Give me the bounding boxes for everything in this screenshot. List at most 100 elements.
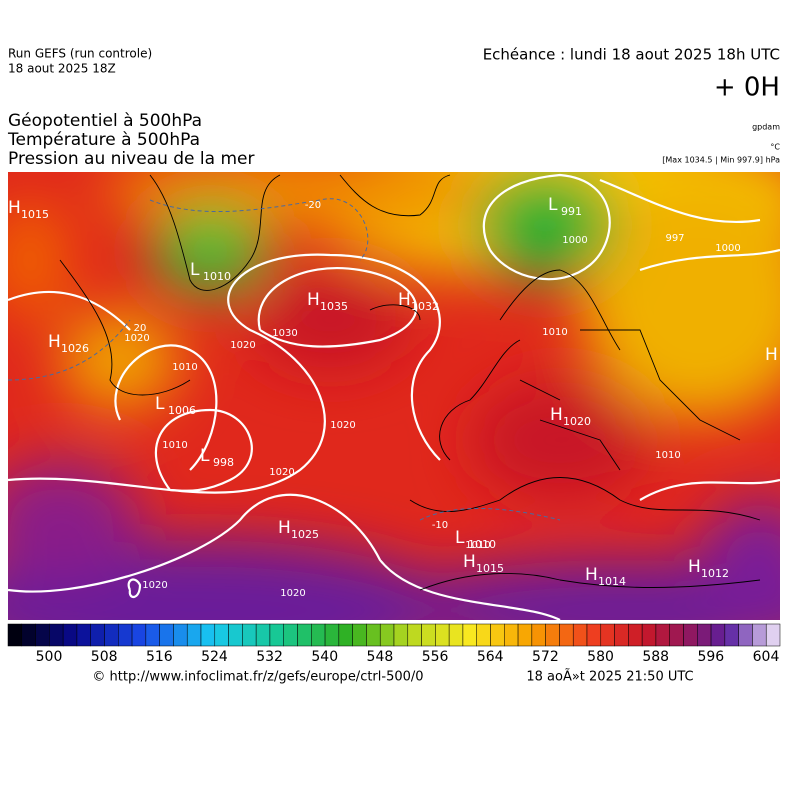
colorbar-tick-label: 564 <box>477 649 504 665</box>
pressure-value: 1010 <box>203 270 231 283</box>
pressure-value: 1025 <box>291 528 319 541</box>
colorbar-cell <box>448 623 464 647</box>
colorbar-cell <box>531 623 546 647</box>
contour-label: 1020 <box>124 333 149 344</box>
colorbar-cell <box>297 623 312 647</box>
colorbar-tick-label: 556 <box>422 649 449 665</box>
colorbar-cell <box>697 623 712 647</box>
pressure-letter: H <box>550 405 563 425</box>
colorbar-cell <box>545 623 560 647</box>
pressure-value: 1015 <box>21 208 49 221</box>
contour-label: 997 <box>665 233 684 244</box>
colorbar-cell <box>228 623 243 647</box>
field-title: Géopotentiel à 500hPa <box>8 111 202 131</box>
pressure-value: 1010 <box>468 538 496 551</box>
colorbar-cell <box>393 623 409 647</box>
contour-label: 1010 <box>542 327 567 338</box>
field-title: Pression au niveau de la mer <box>8 149 254 169</box>
colorbar-tick-label: 572 <box>532 649 559 665</box>
colorbar-cell <box>352 623 367 647</box>
colorbar-cell <box>338 623 353 647</box>
pressure-value: 1035 <box>320 300 348 313</box>
pressure-letter: L <box>200 446 210 466</box>
colorbar-cell <box>311 623 326 647</box>
colorbar-cell <box>200 623 216 647</box>
pressure-letter: L <box>155 394 165 414</box>
colorbar-cell <box>159 623 174 647</box>
colorbar-cell <box>186 623 202 647</box>
colorbar-cell <box>683 623 698 647</box>
timestamp: 18 aoÃ»t 2025 21:50 UTC <box>526 669 693 685</box>
contour-label: 1020 <box>269 467 294 478</box>
valid-time: Echéance : lundi 18 aout 2025 18h UTC <box>483 46 780 64</box>
colorbar-cell <box>173 623 188 647</box>
contour-label: 1010 <box>162 440 187 451</box>
colorbar-tick-label: 516 <box>146 649 173 665</box>
coastlines <box>59 174 761 591</box>
colorbar-tick-label: 596 <box>697 649 724 665</box>
colorbar-tick-label: 604 <box>753 649 780 665</box>
contour-label: 1020 <box>280 588 305 599</box>
colorbar-tick-label: 508 <box>91 649 118 665</box>
pressure-letter: L <box>190 260 200 280</box>
contour-label: 1020 <box>330 420 355 431</box>
source: © http://www.infoclimat.fr/z/gefs/europe… <box>92 670 423 685</box>
run-name: Run GEFS (run controle) <box>8 47 152 61</box>
colorbar-cell <box>366 623 381 647</box>
colorbar-cell <box>255 623 271 647</box>
colorbar-cell <box>600 623 615 647</box>
pressure-letter: H <box>278 518 291 538</box>
contour-label: 1030 <box>272 328 297 339</box>
colorbar-cell <box>131 623 147 647</box>
pressure-letter: H <box>463 552 476 572</box>
lead-time: + 0H <box>714 73 780 103</box>
colorbar-cell <box>269 623 284 647</box>
colorbar-cell <box>421 623 436 647</box>
colorbar-cell <box>76 623 91 647</box>
pressure-letter: H <box>398 290 411 310</box>
colorbar-cell <box>655 623 670 647</box>
contour-label: 1020 <box>142 580 167 591</box>
colorbar-cell <box>586 623 602 647</box>
colorbar-cell <box>35 623 50 647</box>
colorbar-cell <box>435 623 450 647</box>
colorbar-cell <box>738 623 753 647</box>
pressure-letter: L <box>548 195 558 215</box>
colorbar-cell <box>214 623 229 647</box>
contour-label: -20 <box>305 200 321 211</box>
unit: gpdam <box>752 123 780 132</box>
pressure-letter: H <box>307 290 320 310</box>
isobars <box>8 173 780 620</box>
colorbar-tick-label: 540 <box>311 649 338 665</box>
colorbar-cell <box>765 623 781 647</box>
colorbar-cell <box>90 623 105 647</box>
colorbar-tick-label: 500 <box>36 649 63 665</box>
colorbar-cell <box>118 623 133 647</box>
contour-label: 1010 <box>655 450 680 461</box>
colorbar-cell <box>490 623 505 647</box>
colorbar-cell <box>21 623 36 647</box>
pressure-letter: L <box>455 528 465 548</box>
pressure-letter: H <box>48 332 61 352</box>
colorbar-cell <box>242 623 257 647</box>
colorbar-cell <box>614 623 629 647</box>
colorbar-cell <box>145 623 160 647</box>
colorbar-cell <box>724 623 739 647</box>
pressure-value: 1014 <box>598 575 626 588</box>
pressure-letter: H <box>765 345 778 365</box>
colorbar-cell <box>324 623 340 647</box>
contour-label: 1000 <box>715 243 740 254</box>
pressure-value: 1015 <box>476 562 504 575</box>
unit: [Max 1034.5 | Min 997.9] hPa <box>662 156 780 165</box>
colorbar-cell <box>62 623 78 647</box>
pressure-letter: H <box>585 565 598 585</box>
colorbar-cell <box>283 623 298 647</box>
colorbar-cell <box>7 623 23 647</box>
colorbar-cell <box>628 623 643 647</box>
colorbar-cell <box>379 623 395 647</box>
pressure-value: 1006 <box>168 404 196 417</box>
colorbar-cell <box>752 623 767 647</box>
map-field <box>8 172 780 620</box>
